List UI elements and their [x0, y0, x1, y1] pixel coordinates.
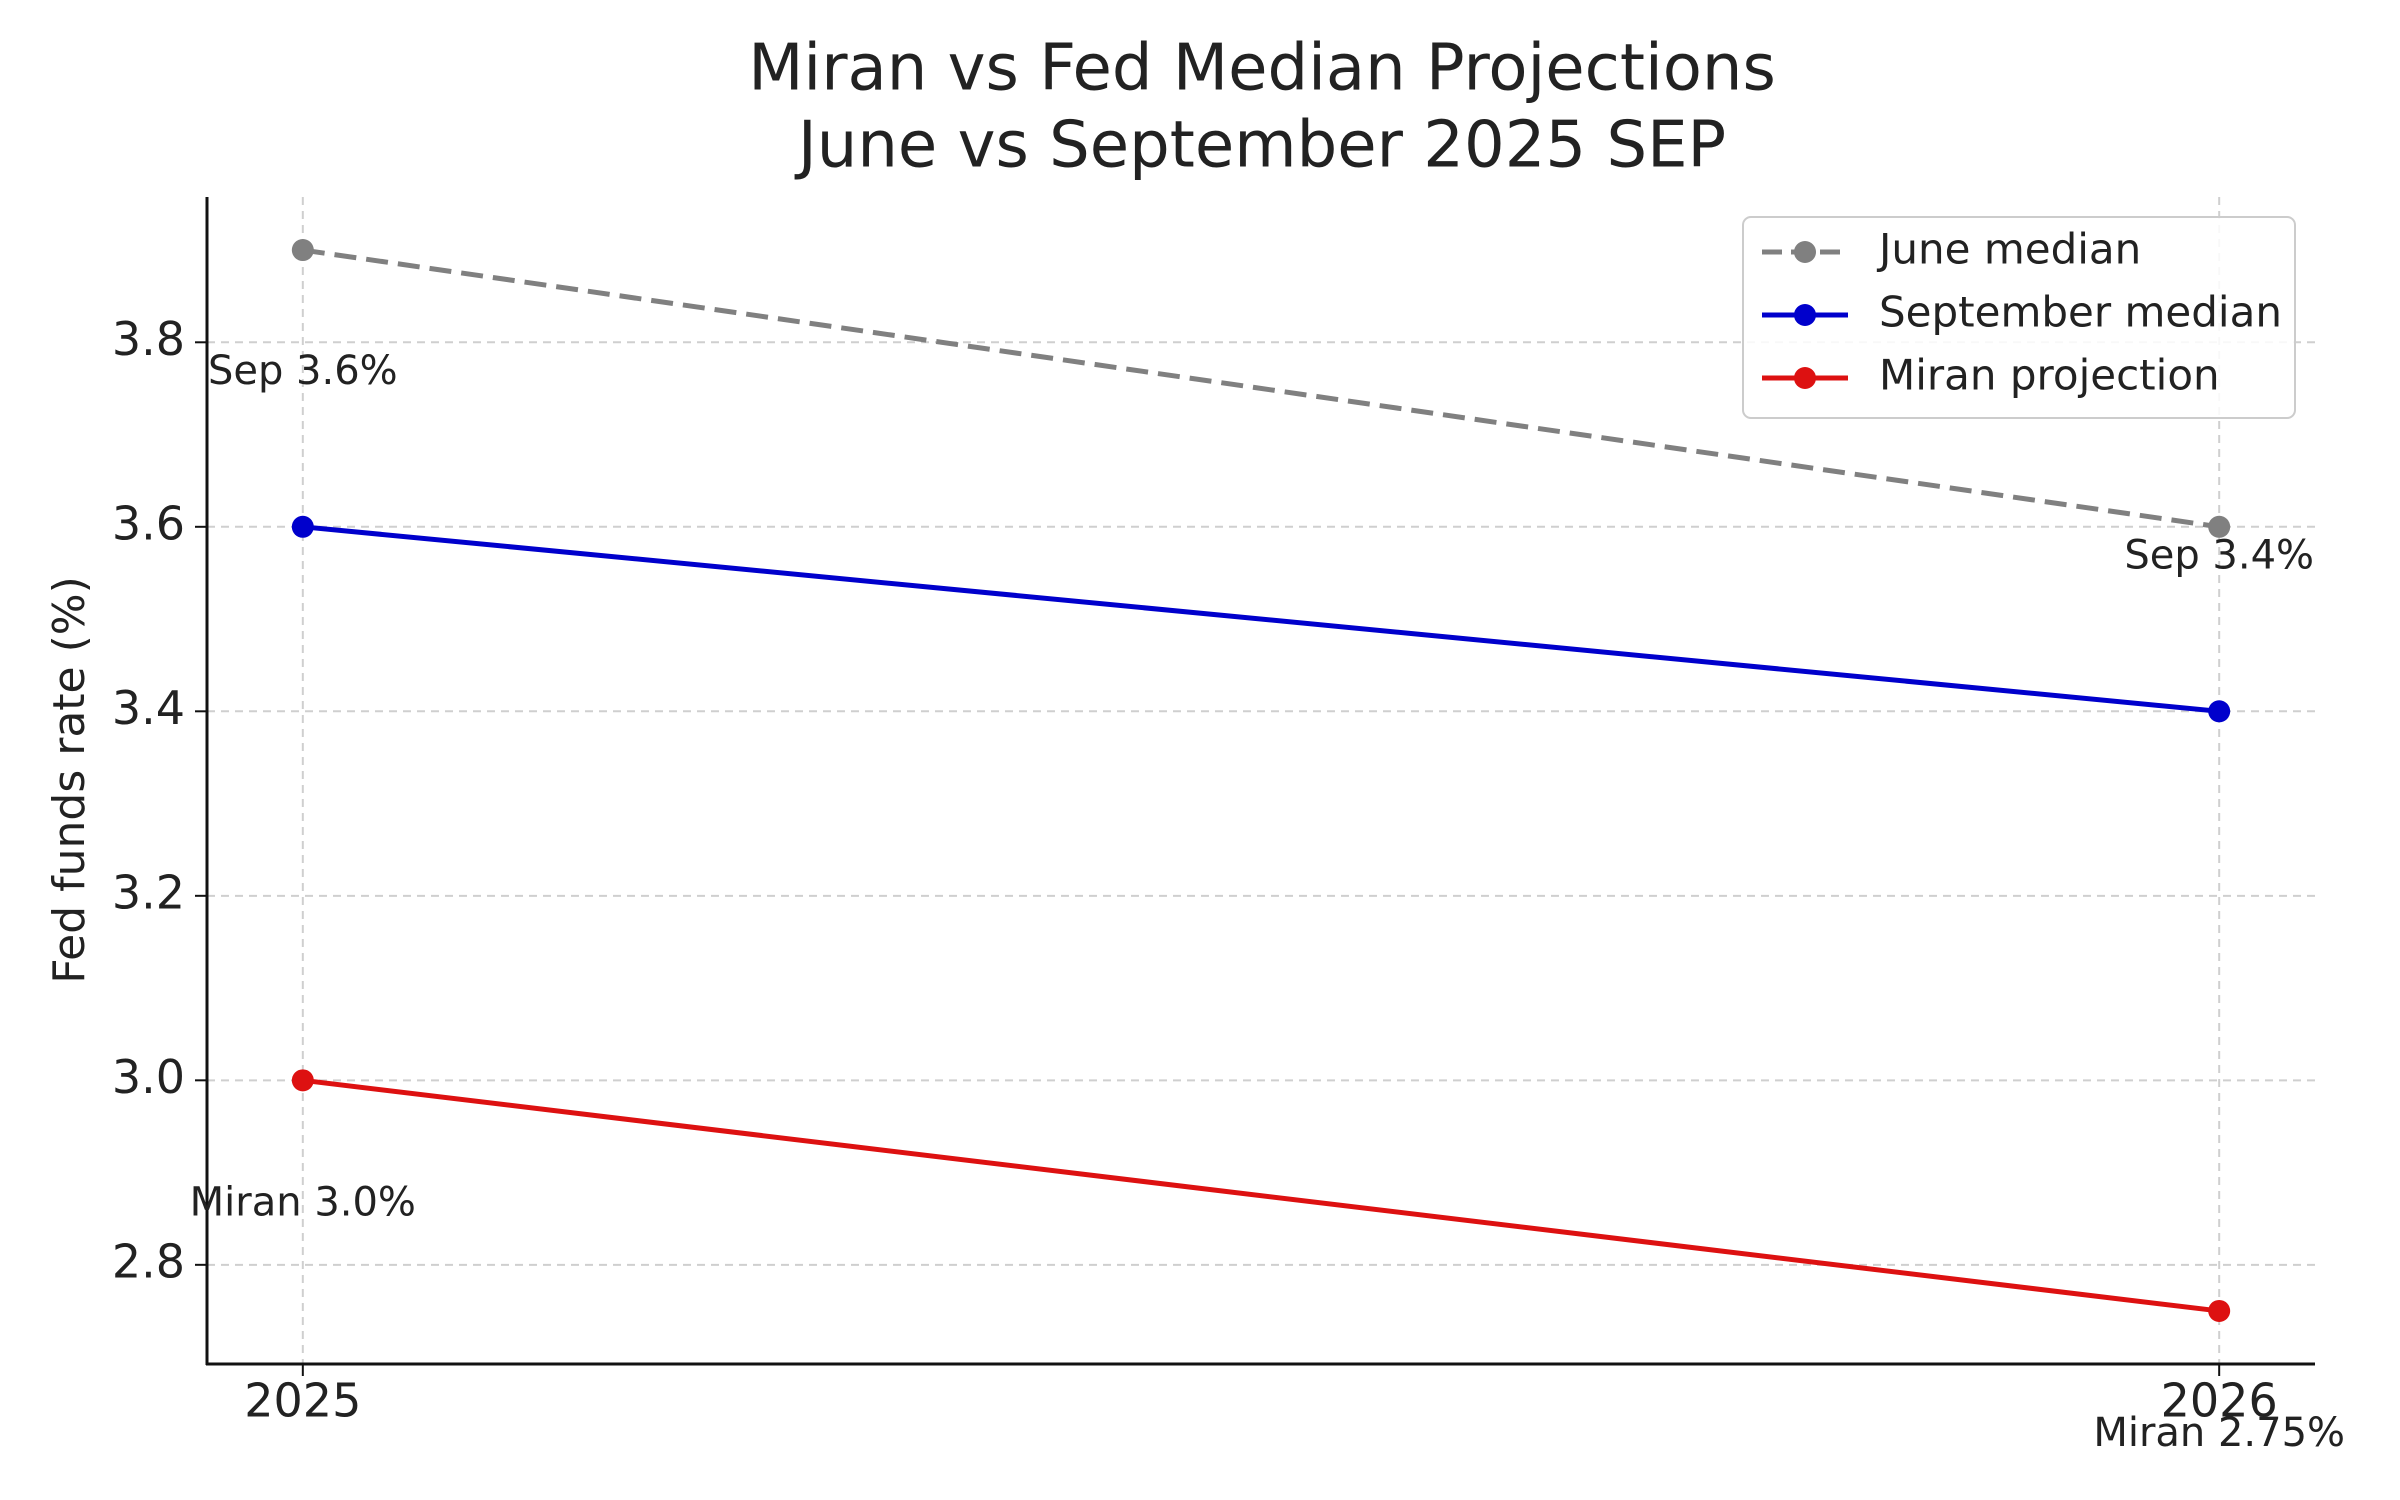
legend-label: September median [1879, 288, 2282, 337]
y-tick-label: 3.0 [112, 1050, 185, 1104]
legend-label: June median [1876, 225, 2141, 274]
legend-label: Miran projection [1879, 351, 2220, 400]
chart-subtitle: June vs September 2025 SEP [794, 109, 1726, 183]
y-tick-label: 3.2 [112, 865, 185, 919]
chart-title: Miran vs Fed Median Projections [748, 32, 1776, 106]
value-label: Miran 3.0% [190, 1179, 416, 1225]
data-point [2208, 515, 2231, 538]
data-point [2208, 700, 2231, 723]
series-line [302, 247, 2220, 530]
data-point [291, 239, 314, 262]
y-tick-label: 3.8 [112, 312, 185, 366]
y-tick-label: 3.4 [112, 681, 185, 735]
value-label: Sep 3.6% [208, 348, 398, 394]
data-point [2208, 1299, 2231, 1322]
legend-box [1742, 216, 2296, 419]
data-point [291, 1069, 314, 1092]
y-axis-label: Fed funds rate (%) [44, 576, 95, 984]
series-line [302, 524, 2220, 714]
value-label: Miran 2.75% [2093, 1410, 2345, 1456]
y-tick-label: 2.8 [112, 1234, 185, 1288]
y-tick-label: 3.6 [112, 496, 185, 550]
value-label: Sep 3.4% [2124, 532, 2314, 578]
x-tick-label: 2025 [244, 1374, 361, 1428]
series-line [302, 1077, 2220, 1314]
x-tick-label: 2026 [2161, 1374, 2278, 1428]
legend-marker [1794, 304, 1816, 326]
legend-marker [1794, 241, 1816, 263]
legend-marker [1794, 367, 1816, 389]
data-point [291, 515, 314, 538]
